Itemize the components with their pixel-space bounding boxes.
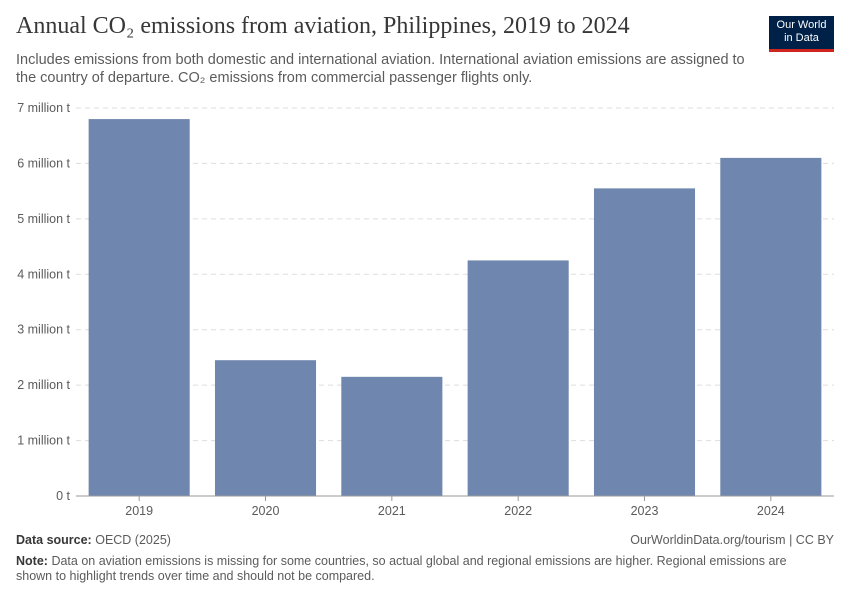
- chart-note: Note: Data on aviation emissions is miss…: [16, 554, 816, 584]
- note-text: Data on aviation emissions is missing fo…: [16, 554, 787, 583]
- bar-2024: [720, 157, 822, 496]
- bar-2020: [214, 360, 317, 496]
- y-tick-label: 3 million t: [17, 323, 70, 337]
- source-value[interactable]: OECD (2025): [95, 533, 171, 547]
- x-tick-label: 2021: [378, 504, 406, 518]
- y-tick-label: 7 million t: [17, 101, 70, 115]
- source-label: Data source:: [16, 533, 92, 547]
- data-source: Data source: OECD (2025): [16, 533, 171, 547]
- bar-2023: [593, 188, 696, 496]
- x-tick-label: 2022: [504, 504, 532, 518]
- chart-subtitle: Includes emissions from both domestic an…: [16, 52, 745, 86]
- y-tick-label: 5 million t: [17, 212, 70, 226]
- x-tick-label: 2020: [252, 504, 280, 518]
- y-tick-label: 6 million t: [17, 156, 70, 170]
- bar-2022: [467, 260, 569, 496]
- y-tick-label: 2 million t: [17, 378, 70, 392]
- chart-title: Annual CO₂ emissions from aviation, Phil…: [16, 13, 630, 39]
- logo-line-1: Our World: [776, 19, 827, 31]
- x-tick-label: 2024: [757, 504, 785, 518]
- note-label: Note:: [16, 554, 48, 568]
- x-tick-label: 2019: [125, 504, 153, 518]
- owid-logo[interactable]: Our World in Data: [769, 16, 834, 52]
- bar-2019: [88, 119, 190, 496]
- y-tick-label: 1 million t: [17, 434, 70, 448]
- bar-2021: [341, 376, 443, 496]
- logo-line-2: in Data: [784, 32, 819, 44]
- x-tick-label: 2023: [631, 504, 659, 518]
- credit-link[interactable]: OurWorldinData.org/tourism | CC BY: [630, 533, 834, 547]
- y-tick-label: 4 million t: [17, 267, 70, 281]
- y-tick-label: 0 t: [56, 489, 70, 503]
